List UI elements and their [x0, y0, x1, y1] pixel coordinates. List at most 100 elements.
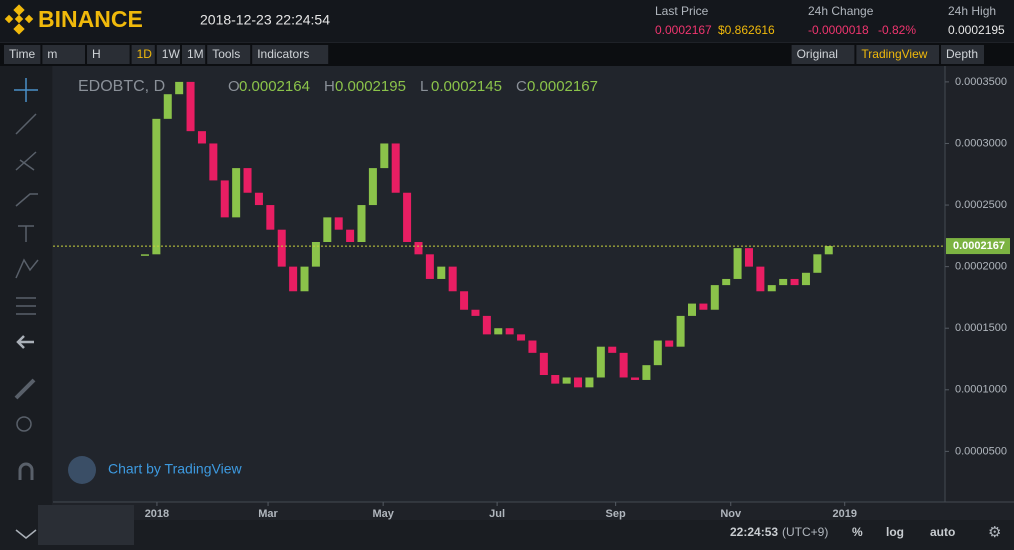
toolbar-label[interactable]: 1W — [162, 47, 181, 61]
clock: 22:24:53 — [730, 525, 778, 539]
x-tick-label: Mar — [258, 508, 278, 520]
x-tick-label: Jul — [489, 508, 505, 520]
ohlc-value: 0.0002167 — [527, 78, 598, 95]
candle — [596, 346, 605, 378]
view-label[interactable]: TradingView — [861, 47, 927, 61]
candle — [642, 365, 651, 380]
settings[interactable]: ⚙ — [988, 524, 1001, 541]
last-price-tag — [946, 238, 1010, 255]
candle — [756, 266, 765, 292]
view-button[interactable] — [941, 45, 984, 64]
plot-bg — [53, 66, 945, 502]
candle — [687, 303, 696, 316]
last-price: 0.0002167 — [655, 23, 712, 37]
toolbar-label[interactable]: 1M — [187, 47, 204, 61]
candle — [631, 377, 640, 380]
x-tick-label: Sep — [606, 508, 626, 520]
y-tick-label: 0.0001000 — [955, 384, 1007, 396]
candle — [300, 266, 309, 292]
candle — [562, 377, 571, 384]
draw-panel — [38, 505, 134, 545]
candle — [676, 315, 685, 347]
ohlc-key: L — [420, 78, 428, 95]
toolbar-label[interactable]: 1D — [137, 47, 153, 61]
view-button[interactable] — [856, 45, 939, 64]
y-tick-label: 0.0001500 — [955, 322, 1007, 334]
status-button[interactable]: auto — [930, 525, 955, 539]
symbol: EDOBTC, D — [78, 78, 165, 95]
candle — [790, 278, 799, 286]
view-label[interactable]: Original — [797, 47, 838, 61]
status-button[interactable]: log — [886, 525, 904, 539]
candle — [801, 272, 810, 286]
y-tick-label: 0.0000500 — [955, 445, 1007, 457]
toolbar-button[interactable] — [87, 45, 130, 64]
candle — [722, 278, 731, 286]
left-tools — [0, 66, 52, 550]
tv-logo — [68, 456, 96, 484]
candle — [277, 229, 286, 267]
candle — [813, 254, 822, 273]
candle — [767, 285, 776, 292]
watermark[interactable]: Chart by TradingView — [108, 461, 242, 477]
view-button[interactable] — [791, 45, 855, 64]
toolbar-label[interactable]: m — [47, 47, 57, 61]
status-button[interactable]: % — [852, 525, 863, 539]
candle — [323, 217, 332, 243]
candle — [744, 248, 753, 267]
x-tick-label: Nov — [720, 508, 742, 520]
candle — [437, 266, 446, 279]
candle — [220, 180, 229, 218]
toolbar-label[interactable]: Tools — [212, 47, 240, 61]
status-bg — [0, 520, 1014, 550]
candle — [482, 315, 491, 335]
candle — [243, 168, 252, 193]
toolbar-label[interactable]: H — [92, 47, 101, 61]
datetime: 2018-12-23 22:24:54 — [200, 12, 330, 28]
x-tick-label: 2018 — [145, 508, 169, 520]
candle — [448, 266, 457, 292]
candle — [414, 242, 423, 255]
candle — [699, 303, 708, 310]
toolbar-button[interactable] — [42, 45, 85, 64]
ohlc-key: H — [324, 78, 335, 95]
view-label[interactable]: Depth — [946, 47, 978, 61]
candle — [197, 131, 206, 144]
candle — [311, 242, 320, 267]
candle — [140, 254, 149, 256]
candle — [163, 94, 172, 119]
y-tick-label: 0.0002000 — [955, 261, 1007, 273]
label: 24h Change — [808, 4, 874, 18]
candle — [346, 229, 355, 243]
toolbar-label[interactable]: Indicators — [257, 47, 309, 61]
candle — [357, 205, 366, 243]
candle — [528, 340, 537, 353]
candle — [266, 205, 275, 230]
toolbar-button[interactable] — [156, 45, 180, 64]
candle — [425, 254, 434, 279]
toolbar-button[interactable] — [131, 45, 155, 64]
toolbar-button[interactable] — [252, 45, 329, 64]
candle — [608, 346, 617, 353]
candle — [585, 377, 594, 388]
candle — [152, 118, 161, 255]
timezone: (UTC+9) — [782, 525, 828, 539]
toolbar-button[interactable] — [182, 45, 206, 64]
candle — [289, 266, 298, 292]
header-bg — [0, 0, 1014, 42]
candle — [460, 291, 469, 310]
toolbar-label[interactable]: Time — [9, 47, 36, 61]
candle — [733, 248, 742, 279]
candle — [824, 246, 833, 255]
candle — [334, 217, 343, 230]
toolbar-button[interactable] — [207, 45, 251, 64]
toolbar-button[interactable] — [4, 45, 41, 64]
x-tick-label: May — [372, 508, 394, 520]
candle — [539, 352, 548, 376]
candle — [665, 340, 674, 347]
candle — [175, 81, 184, 95]
label: 24h High — [948, 4, 996, 18]
high: 0.0002195 — [948, 23, 1005, 37]
